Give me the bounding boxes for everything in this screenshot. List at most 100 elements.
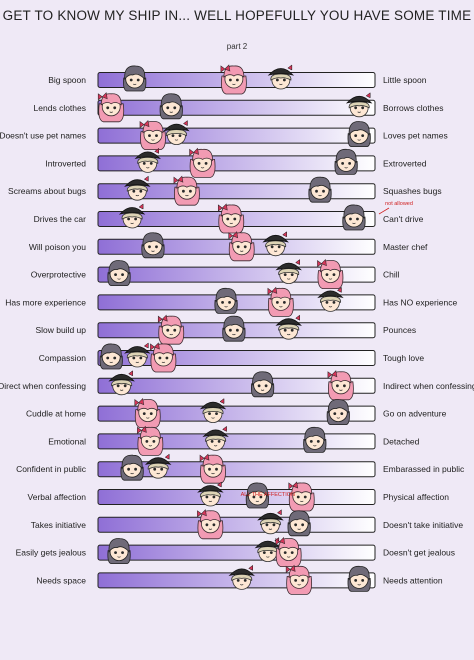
scale-row: Direct when confessing Indirect when conf… [0,377,474,394]
blonde-character-icon [254,537,282,562]
handwritten-note: ALL THE AFFECTION [241,492,295,498]
gray-character-icon [303,426,327,453]
gray-character-icon [107,260,131,286]
pink-character-icon [139,119,166,150]
scale-row: Introverted Extroverted [45,155,427,172]
left-trait-label: Screams about bugs [8,186,86,196]
blonde-character-icon [275,314,302,340]
blonde-character-icon [317,286,344,312]
note-arrow-icon [378,207,390,215]
blonde-character-icon [228,564,255,590]
scale-row: Doesn't use pet names Loves pet names [0,127,448,144]
pink-character-icon [189,147,216,178]
blonde-character-icon [144,453,172,479]
page-subtitle: part 2 [226,42,248,51]
gray-character-icon [347,565,371,592]
left-trait-label: Introverted [45,158,86,168]
pink-character-icon [197,509,224,540]
right-trait-label: Squashes bugs [383,186,442,196]
gray-character-icon [347,121,371,147]
left-trait-label: Will poison you [29,242,86,252]
blonde-character-icon [118,203,146,229]
pink-character-icon [285,564,313,595]
right-trait-label: Needs attention [383,575,443,585]
right-trait-label: Physical affection [383,492,449,502]
gray-character-icon [107,538,131,564]
left-trait-label: Emotional [48,436,86,446]
scale-row: Will poison you Master chef [29,238,428,255]
blonde-character-icon [345,92,373,118]
left-trait-label: Slow build up [35,325,86,335]
gray-character-icon [326,399,350,425]
heads-layer: not allowed ALL THE AFFECTION [97,64,413,595]
scale-bar [97,377,376,394]
blonde-character-icon [163,120,190,146]
page-title: GET TO KNOW MY SHIP IN... WELL HOPEFULLY… [2,8,472,23]
scale-row: Takes initiative Doesn't take initiative [31,516,463,533]
left-trait-label: Confident in public [16,464,87,474]
pink-character-icon [275,536,302,567]
pink-character-icon [220,64,247,95]
right-trait-label: Doesn't take initiative [383,520,463,530]
right-trait-label: Doesn't get jealous [383,548,455,558]
left-trait-label: Takes initiative [31,520,87,530]
pink-character-icon [217,203,245,234]
left-trait-label: Has more experience [5,297,86,307]
pink-character-icon [267,286,294,317]
gray-character-icon [159,93,183,120]
scale-bar [97,99,376,116]
right-trait-label: Chill [383,270,400,280]
right-trait-label: Extroverted [383,158,427,168]
right-trait-label: Has NO experience [383,297,457,307]
gray-character-icon [287,510,311,537]
blonde-character-icon [108,370,135,396]
pink-character-icon [97,92,125,123]
pink-character-icon [317,258,344,289]
pink-character-icon [137,425,164,456]
blonde-character-icon [257,509,284,535]
blonde-character-icon [275,259,302,285]
left-trait-label: Direct when confessing [0,381,86,391]
gray-character-icon [120,454,144,481]
pink-character-icon [157,314,185,345]
pink-character-icon [228,231,255,262]
left-trait-label: Needs space [36,575,86,585]
left-trait-label: Easily gets jealous [16,548,86,558]
left-trait-label: Drives the car [34,214,87,224]
pink-character-icon [134,397,161,428]
blonde-character-icon [199,398,227,424]
blonde-character-icon [124,175,151,201]
scale-bar [97,266,376,283]
scale-row: Lends clothes Borrows clothes [34,99,443,116]
left-trait-label: Compassion [39,353,87,363]
left-trait-label: Verbal affection [28,492,87,502]
pink-character-icon [199,453,226,484]
gray-character-icon [342,204,366,231]
scale-row: Overprotective Chill [31,266,400,283]
scale-row: Easily gets jealous Doesn't get jealous [16,544,455,561]
blonde-character-icon [262,231,289,257]
gray-character-icon [123,65,147,92]
scale-row: Verbal affection Physical affection [28,489,449,505]
right-trait-label: Tough love [383,353,424,363]
right-trait-label: Loves pet names [383,131,448,141]
scale-bar [97,127,376,144]
blonde-character-icon [202,425,229,451]
left-trait-label: Cuddle at home [26,409,86,419]
pink-character-icon [150,342,177,373]
scale-row: Cuddle at home Go on adventure [26,405,447,422]
pink-character-icon [288,481,315,512]
pink-character-icon [173,175,200,206]
right-trait-label: Detached [383,436,420,446]
gray-character-icon [334,148,358,175]
blonde-character-icon [197,481,224,507]
blonde-character-icon [124,342,151,368]
right-trait-label: Pounces [383,325,416,335]
right-trait-label: Embarassed in public [383,464,465,474]
left-trait-label: Lends clothes [34,103,86,113]
gray-character-icon [214,287,238,314]
scale-bar [97,489,376,505]
pink-character-icon [327,370,354,401]
scale-bar [97,405,376,422]
